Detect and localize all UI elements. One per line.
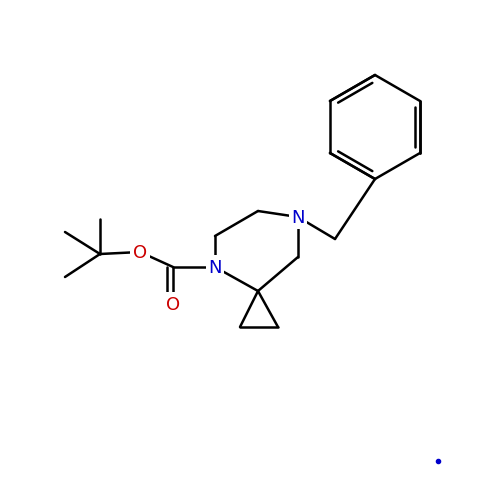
- Text: O: O: [133, 243, 147, 262]
- Text: N: N: [291, 209, 305, 227]
- Text: O: O: [166, 295, 180, 313]
- Text: N: N: [208, 258, 222, 276]
